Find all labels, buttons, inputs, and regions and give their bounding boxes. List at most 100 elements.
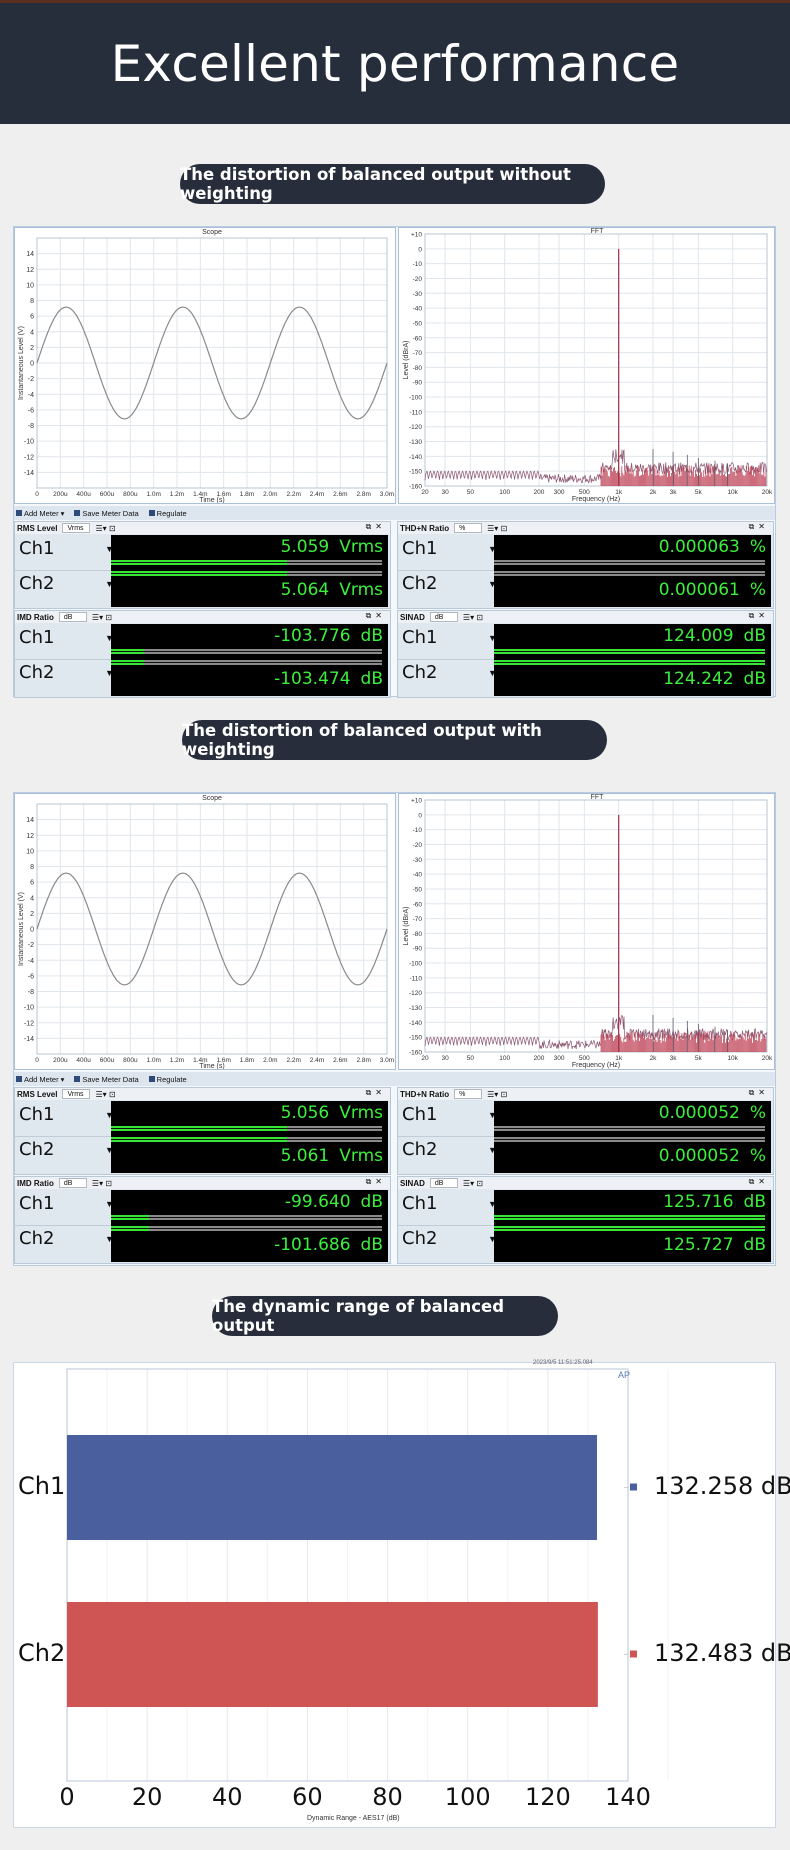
chevron-down-icon: ▾ bbox=[60, 1074, 65, 1084]
channel-dropdown-icon[interactable]: ▼ bbox=[488, 579, 497, 589]
meter-display: 5.059 Vrms 5.064 Vrms bbox=[111, 535, 388, 607]
close-icon[interactable]: ⧉✕ bbox=[365, 522, 386, 531]
channel-dropdown-icon[interactable]: ▼ bbox=[105, 1234, 114, 1244]
unit-select[interactable]: dB bbox=[58, 1178, 87, 1188]
ap-logo-icon: AP bbox=[618, 1370, 630, 1380]
unit-select[interactable]: dB bbox=[429, 1178, 458, 1188]
legend-swatch bbox=[630, 1650, 637, 1658]
reading-value: 0.000061 bbox=[658, 580, 740, 600]
reading-unit: Vrms bbox=[339, 580, 383, 600]
x-tick-label: 140 bbox=[605, 1783, 651, 1811]
fft-y-tick: -10 bbox=[413, 827, 423, 834]
scope-y-tick: -14 bbox=[24, 1036, 34, 1043]
scope-x-tick: 400u bbox=[76, 491, 91, 498]
scope-x-tick: 1.0m bbox=[146, 1057, 160, 1064]
channel-dropdown-icon[interactable]: ▼ bbox=[488, 1145, 497, 1155]
regulate-icon bbox=[148, 510, 155, 516]
channel-label: Ch2 bbox=[402, 662, 438, 683]
meter-menu-icon[interactable]: ☰▾ ⊡ bbox=[462, 1178, 484, 1188]
scope-x-tick: 2.4m bbox=[310, 491, 324, 498]
channel-label: Ch2 bbox=[19, 1139, 55, 1160]
channel-dropdown-icon[interactable]: ▼ bbox=[105, 633, 114, 643]
meter-reading: 5.061 Vrms bbox=[281, 1146, 383, 1166]
save-meter-data-button[interactable]: Save Meter Data bbox=[74, 1075, 139, 1084]
regulate-button[interactable]: Regulate bbox=[148, 509, 187, 518]
meter-header: IMD Ratio dB ☰▾ ⊡ ⧉✕ bbox=[15, 611, 390, 623]
meter-title: SINAD bbox=[400, 1178, 425, 1188]
meter-rms-level: RMS Level Vrms ☰▾ ⊡ ⧉✕ Ch1 ▼ Ch2 ▼ 5.056 Vrms 5.06… bbox=[14, 1087, 391, 1175]
meter-menu-icon[interactable]: ☰▾ ⊡ bbox=[91, 1178, 113, 1188]
fft-plot: FFT +10 0 -10 -20 -30 -40 -50 -60 -70 -80 -90 -100 -1… bbox=[398, 793, 775, 1070]
scope-x-tick: 200u bbox=[53, 491, 68, 498]
channel-dropdown-icon[interactable]: ▼ bbox=[488, 1199, 497, 1209]
scope-x-tick: 1.4m bbox=[193, 1057, 207, 1064]
scope-y-tick: 6 bbox=[30, 314, 34, 321]
dr-bar-ch2 bbox=[67, 1602, 598, 1707]
add-meter-button[interactable]: Add Meter ▾ bbox=[16, 509, 64, 518]
fft-y-tick: -80 bbox=[413, 931, 423, 938]
meter-display: 5.056 Vrms 5.061 Vrms bbox=[111, 1101, 388, 1173]
fft-plot: FFT +10 0 -10 -20 -30 -40 -50 -60 -70 -80 -90 -100 -1… bbox=[398, 227, 775, 504]
channel-label: Ch1 bbox=[402, 1104, 438, 1125]
x-tick-label: 80 bbox=[372, 1783, 403, 1811]
channel-dropdown-icon[interactable]: ▼ bbox=[105, 544, 114, 554]
channel-dropdown-icon[interactable]: ▼ bbox=[105, 668, 114, 678]
meter-menu-icon[interactable]: ☰▾ ⊡ bbox=[91, 612, 113, 622]
meter-display: -99.640 dB -101.686 dB bbox=[111, 1190, 388, 1262]
close-icon[interactable]: ⧉✕ bbox=[748, 611, 769, 620]
unit-select[interactable]: Vrms bbox=[62, 1089, 91, 1099]
meter-header: SINAD dB ☰▾ ⊡ ⧉✕ bbox=[398, 1177, 773, 1189]
close-icon[interactable]: ⧉✕ bbox=[748, 1088, 769, 1097]
meter-menu-icon[interactable]: ☰▾ ⊡ bbox=[95, 1089, 116, 1099]
unit-select[interactable]: % bbox=[454, 523, 483, 533]
fft-y-tick: +10 bbox=[411, 232, 422, 239]
channel-dropdown-icon[interactable]: ▼ bbox=[105, 1145, 114, 1155]
channel-dropdown-icon[interactable]: ▼ bbox=[488, 544, 497, 554]
meter-display: 0.000063% 0.000061% bbox=[494, 535, 771, 607]
scope-x-tick: 600u bbox=[100, 1057, 115, 1064]
unit-select[interactable]: Vrms bbox=[62, 523, 91, 533]
close-icon[interactable]: ⧉✕ bbox=[365, 611, 386, 620]
close-icon[interactable]: ⧉✕ bbox=[365, 1177, 386, 1186]
fft-x-tick: 300 bbox=[554, 489, 565, 496]
meter-menu-icon[interactable]: ☰▾ ⊡ bbox=[487, 1089, 508, 1099]
meter-menu-icon[interactable]: ☰▾ ⊡ bbox=[95, 523, 116, 533]
meter-menu-icon[interactable]: ☰▾ ⊡ bbox=[462, 612, 484, 622]
channel-dropdown-icon[interactable]: ▼ bbox=[105, 1199, 114, 1209]
reading-value: 0.000063 bbox=[658, 537, 740, 557]
fft-y-tick: -150 bbox=[409, 1035, 422, 1042]
regulate-button[interactable]: Regulate bbox=[148, 1075, 187, 1084]
meter-menu-icon[interactable]: ☰▾ ⊡ bbox=[487, 523, 508, 533]
data-label: 132.483 dB bbox=[654, 1638, 790, 1667]
add-meter-button[interactable]: Add Meter ▾ bbox=[16, 1075, 64, 1084]
fft-y-tick: -70 bbox=[413, 350, 423, 357]
scope-x-tick: 2.0m bbox=[263, 1057, 277, 1064]
channel-dropdown-icon[interactable]: ▼ bbox=[488, 668, 497, 678]
channel-dropdown-icon[interactable]: ▼ bbox=[488, 633, 497, 643]
meter-header: RMS Level Vrms ☰▾ ⊡ ⧉✕ bbox=[15, 1088, 390, 1100]
channel-dropdown-icon[interactable]: ▼ bbox=[488, 1110, 497, 1120]
fft-y-tick: -80 bbox=[413, 365, 423, 372]
save-meter-data-button[interactable]: Save Meter Data bbox=[74, 509, 139, 518]
reading-unit: dB bbox=[360, 1192, 383, 1212]
fft-y-label: Level (dBrA) bbox=[403, 341, 410, 380]
close-icon[interactable]: ⧉✕ bbox=[748, 522, 769, 531]
channel-dropdown-icon[interactable]: ▼ bbox=[105, 1110, 114, 1120]
scope-x-tick: 2.6m bbox=[333, 1057, 347, 1064]
unit-select[interactable]: dB bbox=[58, 612, 87, 622]
scope-y-tick: 4 bbox=[30, 329, 34, 336]
x-tick-label: 60 bbox=[292, 1783, 323, 1811]
channel-dropdown-icon[interactable]: ▼ bbox=[105, 579, 114, 589]
close-icon[interactable]: ⧉✕ bbox=[365, 1088, 386, 1097]
scope-y-tick: -8 bbox=[28, 989, 34, 996]
x-tick-label: 20 bbox=[131, 1783, 163, 1811]
channel-dropdown-icon[interactable]: ▼ bbox=[488, 1234, 497, 1244]
scope-x-tick: 1.4m bbox=[193, 491, 207, 498]
unit-select[interactable]: % bbox=[454, 1089, 483, 1099]
close-icon[interactable]: ⧉✕ bbox=[748, 1177, 769, 1186]
unit-select[interactable]: dB bbox=[429, 612, 458, 622]
scope-x-tick: 1.6m bbox=[216, 1057, 230, 1064]
fft-y-tick: -60 bbox=[413, 901, 423, 908]
scope-y-tick: 8 bbox=[30, 864, 34, 871]
reading-value: -101.686 bbox=[274, 1235, 351, 1255]
